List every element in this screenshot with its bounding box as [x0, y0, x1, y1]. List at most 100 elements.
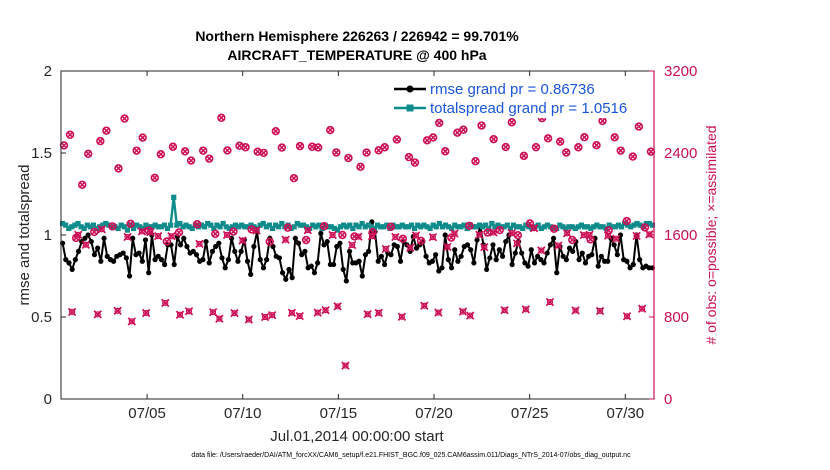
series-2-point-cross [224, 147, 231, 154]
series-0-point [452, 247, 458, 253]
series-1-point [612, 224, 618, 230]
series-1-point [248, 222, 254, 228]
series-2-point [525, 219, 535, 228]
series-1-point [399, 222, 405, 228]
series-2-point-cross [635, 123, 643, 130]
series-1-point [458, 224, 464, 230]
series-0-point [315, 260, 321, 266]
series-2-point-cross [175, 229, 183, 236]
series-0-point [525, 263, 531, 269]
legend-box [390, 76, 628, 118]
series-1-point [59, 220, 66, 227]
series-3-point [321, 306, 330, 315]
series-3-point [347, 240, 357, 250]
series-2-point-cross [109, 223, 116, 230]
series-2-point [180, 147, 190, 156]
series-0-point [302, 248, 308, 254]
series-0-point [433, 252, 439, 258]
series-1-point [137, 224, 143, 230]
series-3-point [93, 310, 102, 319]
series-3-point [195, 239, 204, 249]
series-0-point [554, 270, 560, 276]
series-3-point [137, 227, 147, 236]
series-2-point [205, 154, 214, 163]
series-0-point [442, 232, 448, 238]
series-2-point-cross [502, 143, 510, 151]
y-tick-label: 0.5 [31, 309, 52, 326]
series-1-point [625, 222, 631, 228]
series-0-point [244, 258, 251, 264]
legend-label-totalspread: totalspread grand pr = 1.0516 [430, 100, 627, 117]
series-2-point-cross [302, 236, 310, 244]
series-2-point [289, 174, 299, 183]
series-0-point [413, 245, 420, 251]
series-1-point [350, 225, 356, 232]
series-2-point [441, 147, 450, 156]
series-3-point-ring [421, 302, 428, 309]
series-2-point [77, 180, 87, 189]
series-1-point [164, 225, 171, 232]
series-0-point [279, 270, 286, 276]
series-2-point-cross [84, 150, 92, 158]
series-2-point-cross [218, 114, 225, 122]
chart-title-line2: AIRCRAFT_TEMPERATURE @ 400 hPa [227, 47, 486, 63]
series-3-point [113, 306, 122, 316]
series-3-point [146, 227, 155, 237]
series-3-point-ring [580, 232, 587, 239]
series-3-point [367, 231, 377, 241]
series-2-point-cross [514, 231, 522, 239]
series-0-point [429, 258, 436, 264]
series-0-point [88, 238, 94, 245]
series-0-point [490, 242, 496, 248]
series-1-point [331, 225, 337, 232]
series-0-point [152, 257, 158, 263]
series-1-point [158, 224, 164, 230]
series-3-point-ring [355, 233, 362, 240]
series-2-point-cross [187, 157, 195, 164]
series-0-point [445, 257, 451, 263]
series-3-point-ring [368, 233, 376, 240]
series-3-point-ring [555, 242, 562, 249]
series-0-point [292, 235, 298, 241]
series-1-point [347, 222, 353, 228]
series-2-point-cross [532, 143, 540, 151]
series-1-point [507, 225, 513, 232]
series-0-point [257, 257, 263, 263]
series-2-point-cross [484, 229, 491, 236]
series-0-point [589, 252, 595, 258]
series-1-point [418, 224, 424, 230]
series-1-point [572, 225, 578, 232]
series-1-point [177, 220, 183, 227]
series-0-point [101, 235, 107, 241]
series-1-point [87, 224, 93, 230]
series-0-point [614, 252, 620, 258]
series-2-point [434, 118, 444, 128]
series-2-point-cross [357, 163, 364, 171]
series-1-point [492, 224, 498, 230]
series-3-point [374, 308, 383, 318]
series-1-point [501, 224, 507, 230]
series-0-point [91, 252, 98, 258]
series-1-point [538, 225, 544, 232]
series-2-point-cross [387, 223, 395, 231]
y2-tick-label: 3200 [664, 63, 697, 80]
series-2-point [150, 173, 159, 183]
series-3-point [303, 225, 312, 235]
series-2-point [156, 150, 166, 159]
series-3-point [571, 306, 580, 315]
series-3-point-ring [253, 227, 260, 234]
series-1-point [202, 224, 208, 230]
series-0-point [130, 235, 136, 241]
series-3-point-ring [538, 247, 545, 254]
series-1-point [291, 224, 297, 230]
series-2-point [198, 146, 208, 155]
series-3-point [184, 307, 194, 316]
series-3-point-ring [435, 309, 442, 316]
series-0-point [544, 250, 550, 256]
series-2-point [556, 137, 565, 146]
series-1-point [368, 224, 374, 230]
series-3-point [238, 236, 247, 245]
series-2-point-cross [478, 122, 485, 129]
series-2-point [622, 216, 631, 226]
